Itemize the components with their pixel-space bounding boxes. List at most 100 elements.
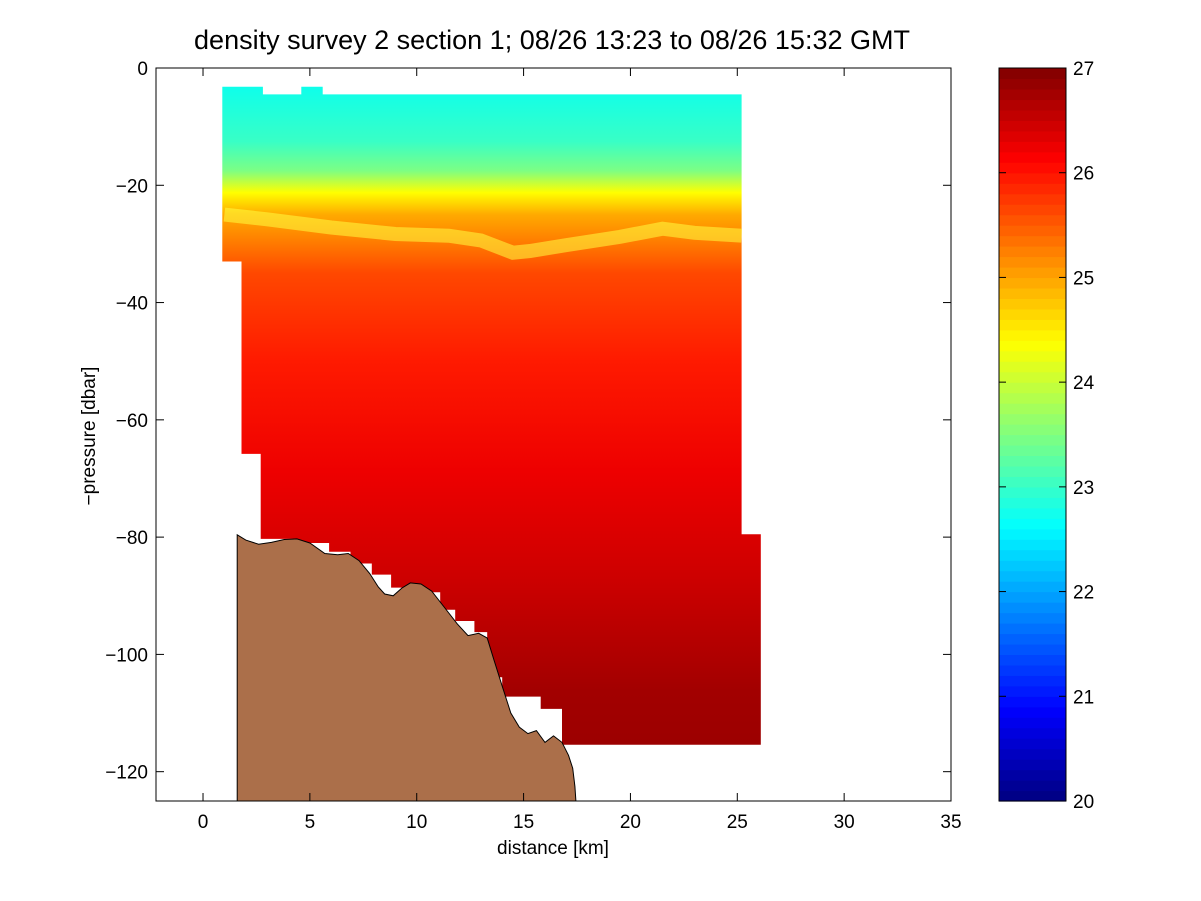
density-section-fill xyxy=(222,86,761,745)
colorbar-band xyxy=(999,717,1066,729)
colorbar-band xyxy=(999,151,1066,163)
colorbar-band xyxy=(999,225,1066,237)
colorbar-band xyxy=(999,78,1066,90)
colorbar-tick-label: 23 xyxy=(1073,478,1094,499)
chart-title: density survey 2 section 1; 08/26 13:23 … xyxy=(194,25,910,55)
colorbar-band xyxy=(999,570,1066,582)
colorbar-band xyxy=(999,329,1066,341)
x-tick-label: 20 xyxy=(620,812,641,833)
colorbar-band xyxy=(999,109,1066,121)
colorbar-band xyxy=(999,560,1066,572)
colorbar-band xyxy=(999,507,1066,519)
pycnocline-contour xyxy=(223,207,743,260)
colorbar-band xyxy=(999,738,1066,750)
colorbar: 20 21 22 23 24 25 26 27 xyxy=(998,59,1095,813)
x-tick-label: 0 xyxy=(198,812,209,833)
colorbar-band xyxy=(999,581,1066,593)
y-axis-ticks: 0 −20 −40 −60 −80 −100 −120 xyxy=(105,59,951,784)
colorbar-ticks: 20 21 22 23 24 25 26 27 xyxy=(999,59,1095,813)
colorbar-tick-label: 25 xyxy=(1073,268,1094,289)
colorbar-band xyxy=(999,308,1066,320)
colorbar-band xyxy=(999,759,1066,771)
y-axis-label: −pressure [dbar] xyxy=(79,367,100,506)
colorbar-band xyxy=(999,382,1066,394)
x-tick-label: 30 xyxy=(834,812,855,833)
colorbar-bands xyxy=(999,68,1066,802)
colorbar-band xyxy=(999,120,1066,132)
colorbar-band xyxy=(999,780,1066,792)
colorbar-band xyxy=(999,518,1066,530)
x-tick-label: 5 xyxy=(305,812,316,833)
colorbar-band xyxy=(999,455,1066,467)
colorbar-band xyxy=(999,88,1066,101)
colorbar-tick-label: 24 xyxy=(1073,373,1095,394)
colorbar-band xyxy=(999,486,1066,498)
colorbar-band xyxy=(999,246,1066,258)
y-tick-label: −20 xyxy=(116,176,148,197)
colorbar-band xyxy=(999,183,1066,195)
colorbar-band xyxy=(999,277,1066,289)
x-tick-label: 35 xyxy=(940,812,961,833)
x-axis-label: distance [km] xyxy=(497,838,609,859)
colorbar-band xyxy=(999,403,1066,415)
colorbar-band xyxy=(999,675,1066,687)
colorbar-band xyxy=(999,748,1066,760)
colorbar-band xyxy=(999,350,1066,362)
x-axis-ticks: 0 5 10 15 20 25 30 35 xyxy=(198,68,962,833)
colorbar-band xyxy=(999,266,1066,279)
y-tick-label: −40 xyxy=(116,294,148,315)
colorbar-band xyxy=(999,371,1066,383)
colorbar-band xyxy=(999,685,1066,697)
colorbar-band xyxy=(999,141,1066,153)
main-axes: 0 5 10 15 20 25 30 35 0 −20 −40 −60 −80 −100 −120 xyxy=(105,59,961,833)
y-tick-label: 0 xyxy=(137,59,148,80)
colorbar-band xyxy=(999,204,1066,216)
colorbar-band xyxy=(999,549,1066,561)
colorbar-band xyxy=(999,99,1066,111)
colorbar-band xyxy=(999,162,1066,174)
colorbar-band xyxy=(999,696,1066,708)
colorbar-band xyxy=(999,612,1066,624)
colorbar-band xyxy=(999,392,1066,404)
colorbar-band xyxy=(999,340,1066,352)
colorbar-band xyxy=(999,476,1066,488)
colorbar-band xyxy=(999,235,1066,247)
colorbar-band xyxy=(999,727,1066,739)
y-tick-label: −80 xyxy=(116,528,148,549)
x-tick-label: 25 xyxy=(727,812,748,833)
colorbar-band xyxy=(999,287,1066,299)
colorbar-band xyxy=(999,769,1066,781)
x-tick-label: 10 xyxy=(406,812,427,833)
colorbar-band xyxy=(999,539,1066,551)
colorbar-band xyxy=(999,622,1066,635)
y-tick-label: −120 xyxy=(105,763,148,784)
colorbar-band xyxy=(999,256,1066,268)
colorbar-band xyxy=(999,172,1066,184)
y-tick-label: −100 xyxy=(105,645,148,666)
colorbar-band xyxy=(999,465,1066,477)
colorbar-band xyxy=(999,298,1066,310)
colorbar-band xyxy=(999,434,1066,446)
colorbar-band xyxy=(999,602,1066,614)
colorbar-band xyxy=(999,214,1066,226)
plot-frame xyxy=(155,67,952,802)
colorbar-band xyxy=(999,68,1066,80)
colorbar-band xyxy=(999,130,1066,142)
colorbar-band xyxy=(999,591,1066,603)
colorbar-band xyxy=(999,528,1066,540)
colorbar-tick-label: 26 xyxy=(1073,164,1094,185)
colorbar-band xyxy=(999,633,1066,645)
colorbar-band xyxy=(999,444,1066,457)
colorbar-tick-label: 27 xyxy=(1073,59,1094,80)
colorbar-band xyxy=(999,664,1066,676)
colorbar-band xyxy=(999,706,1066,718)
colorbar-band xyxy=(999,643,1066,655)
colorbar-tick-label: 21 xyxy=(1073,687,1094,708)
colorbar-band xyxy=(999,413,1066,425)
colorbar-band xyxy=(999,424,1066,436)
colorbar-band xyxy=(999,790,1066,802)
colorbar-band xyxy=(999,193,1066,205)
bathymetry-fill xyxy=(236,533,577,801)
colorbar-frame xyxy=(998,67,1067,802)
